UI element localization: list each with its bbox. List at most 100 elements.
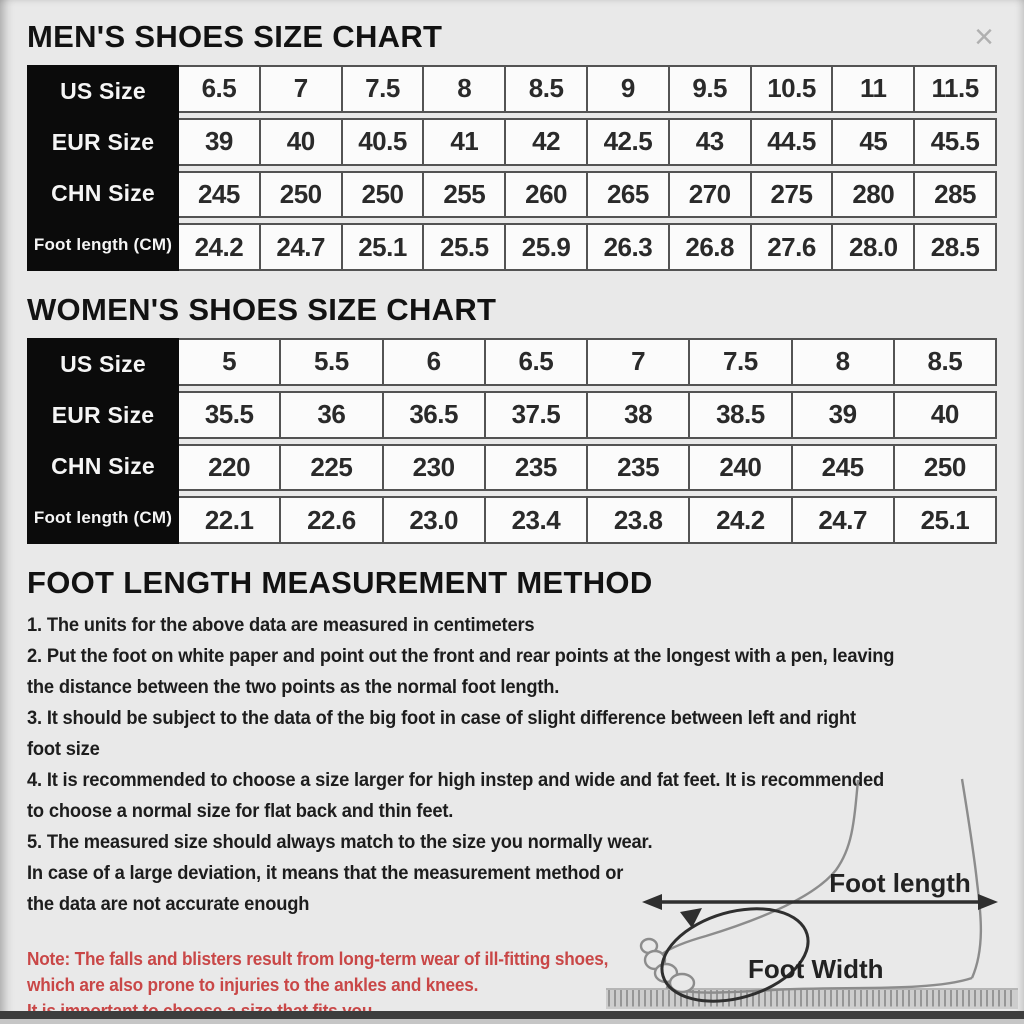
text-line: 5. The measured size should always match… <box>27 831 653 853</box>
row-label: US Size <box>60 351 146 377</box>
text-line: which are also prone to injuries to the … <box>27 974 479 995</box>
size-cell: 23.8 <box>588 496 691 544</box>
foot-length-label: Foot length <box>829 868 971 898</box>
size-cell: 24.7 <box>792 496 895 544</box>
size-cell: 6 <box>383 338 486 386</box>
row-label: Foot length (CM) <box>33 234 173 254</box>
size-cell: 25.5 <box>424 223 507 271</box>
size-cell: 265 <box>588 170 670 219</box>
size-cell: 11.5 <box>915 65 997 113</box>
size-cell: 9 <box>588 65 670 113</box>
foot-illustration: Foot length Foot Width <box>600 744 1024 1012</box>
size-cell: 42 <box>506 117 588 166</box>
table-label-column: US Size EUR Size CHN Size Foot length (CM) <box>27 338 179 544</box>
size-cell: 36.5 <box>383 390 486 439</box>
size-cell: 10.5 <box>751 65 834 113</box>
size-cell: 5.5 <box>281 338 384 386</box>
size-cell: 8 <box>792 338 895 386</box>
size-cell: 7.5 <box>690 338 793 386</box>
size-cell: 41 <box>424 117 507 166</box>
size-cell: 270 <box>669 170 752 219</box>
row-label: CHN Size <box>51 180 155 206</box>
womens-chart-title: WOMEN'S SHOES SIZE CHART <box>27 292 497 327</box>
size-cell: 7 <box>260 65 343 113</box>
text-line: the distance between the two points as t… <box>27 676 560 698</box>
size-cell: 255 <box>424 170 507 219</box>
size-cell: 26.3 <box>588 223 670 271</box>
size-cell: 44.5 <box>751 117 834 166</box>
foot-outline <box>639 778 983 994</box>
size-cell: 245 <box>792 443 895 492</box>
size-cell: 220 <box>179 443 282 492</box>
measurement-instructions: 1. The units for the above data are meas… <box>27 610 939 920</box>
size-cell: 40 <box>894 390 997 439</box>
text-line: Note: The falls and blisters result from… <box>27 948 609 969</box>
size-cell: 38.5 <box>690 390 793 439</box>
close-icon[interactable]: × <box>974 18 994 56</box>
size-cell: 9.5 <box>669 65 752 113</box>
table-data-grid: 5 5.5 6 6.5 7 7.5 8 8.5 35.5 36 36.5 37.5 38 38.5 39 40… <box>179 338 997 544</box>
size-cell: 8.5 <box>894 338 997 386</box>
size-cell: 27.6 <box>751 223 834 271</box>
size-cell: 25.1 <box>342 223 425 271</box>
size-cell: 25.1 <box>894 496 997 544</box>
size-cell: 23.0 <box>383 496 486 544</box>
size-cell: 285 <box>915 170 997 219</box>
foot-width-label: Foot Width <box>748 954 883 984</box>
text-line: 2. Put the foot on white paper and point… <box>27 645 895 667</box>
size-cell: 275 <box>751 170 834 219</box>
size-cell: 25.9 <box>506 223 588 271</box>
size-cell: 24.7 <box>260 223 343 271</box>
bottom-bar <box>0 1011 1024 1024</box>
size-cell: 28.0 <box>833 223 916 271</box>
size-cell: 43 <box>669 117 752 166</box>
row-label: CHN Size <box>51 453 155 479</box>
size-cell: 7.5 <box>342 65 425 113</box>
size-cell: 235 <box>588 443 691 492</box>
size-cell: 5 <box>179 338 282 386</box>
size-cell: 22.1 <box>179 496 282 544</box>
size-cell: 250 <box>260 170 343 219</box>
womens-size-table: US Size EUR Size CHN Size Foot length (CM) 5… <box>27 338 997 544</box>
row-label: US Size <box>60 78 146 104</box>
foot-length-arrow <box>642 894 998 910</box>
size-cell: 36 <box>281 390 384 439</box>
size-cell: 8 <box>424 65 507 113</box>
size-cell: 280 <box>833 170 916 219</box>
size-cell: 40 <box>260 117 343 166</box>
size-cell: 45.5 <box>915 117 997 166</box>
size-cell: 235 <box>485 443 588 492</box>
table-label-column: US Size EUR Size CHN Size Foot length (CM) <box>27 65 179 271</box>
size-cell: 7 <box>588 338 691 386</box>
size-cell: 40.5 <box>342 117 425 166</box>
text-line: 3. It should be subject to the data of t… <box>27 707 856 729</box>
measurement-method-title: FOOT LENGTH MEASUREMENT METHOD <box>27 565 653 600</box>
text-line: foot size <box>27 738 100 760</box>
size-cell: 22.6 <box>281 496 384 544</box>
text-line: 4. It is recommended to choose a size la… <box>27 769 884 791</box>
size-cell: 225 <box>281 443 384 492</box>
ruler-graphic <box>606 988 1018 1009</box>
size-cell: 6.5 <box>179 65 261 113</box>
size-cell: 45 <box>833 117 916 166</box>
size-cell: 260 <box>506 170 588 219</box>
size-cell: 37.5 <box>485 390 588 439</box>
size-cell: 230 <box>383 443 486 492</box>
text-line: to choose a normal size for flat back an… <box>27 800 454 822</box>
size-cell: 250 <box>342 170 425 219</box>
mens-size-table: US Size EUR Size CHN Size Foot length (CM) 6… <box>27 65 997 271</box>
size-cell: 24.2 <box>179 223 261 271</box>
text-line: 1. The units for the above data are meas… <box>27 614 535 636</box>
size-cell: 28.5 <box>915 223 997 271</box>
foot-diagram-svg: Foot length Foot Width <box>606 778 1018 1009</box>
size-cell: 23.4 <box>485 496 588 544</box>
size-cell: 8.5 <box>506 65 588 113</box>
text-line: the data are not accurate enough <box>27 893 310 915</box>
size-cell: 240 <box>690 443 793 492</box>
row-label: EUR Size <box>51 402 155 428</box>
size-cell: 245 <box>179 170 261 219</box>
size-cell: 24.2 <box>690 496 793 544</box>
size-cell: 39 <box>792 390 895 439</box>
size-cell: 39 <box>179 117 261 166</box>
